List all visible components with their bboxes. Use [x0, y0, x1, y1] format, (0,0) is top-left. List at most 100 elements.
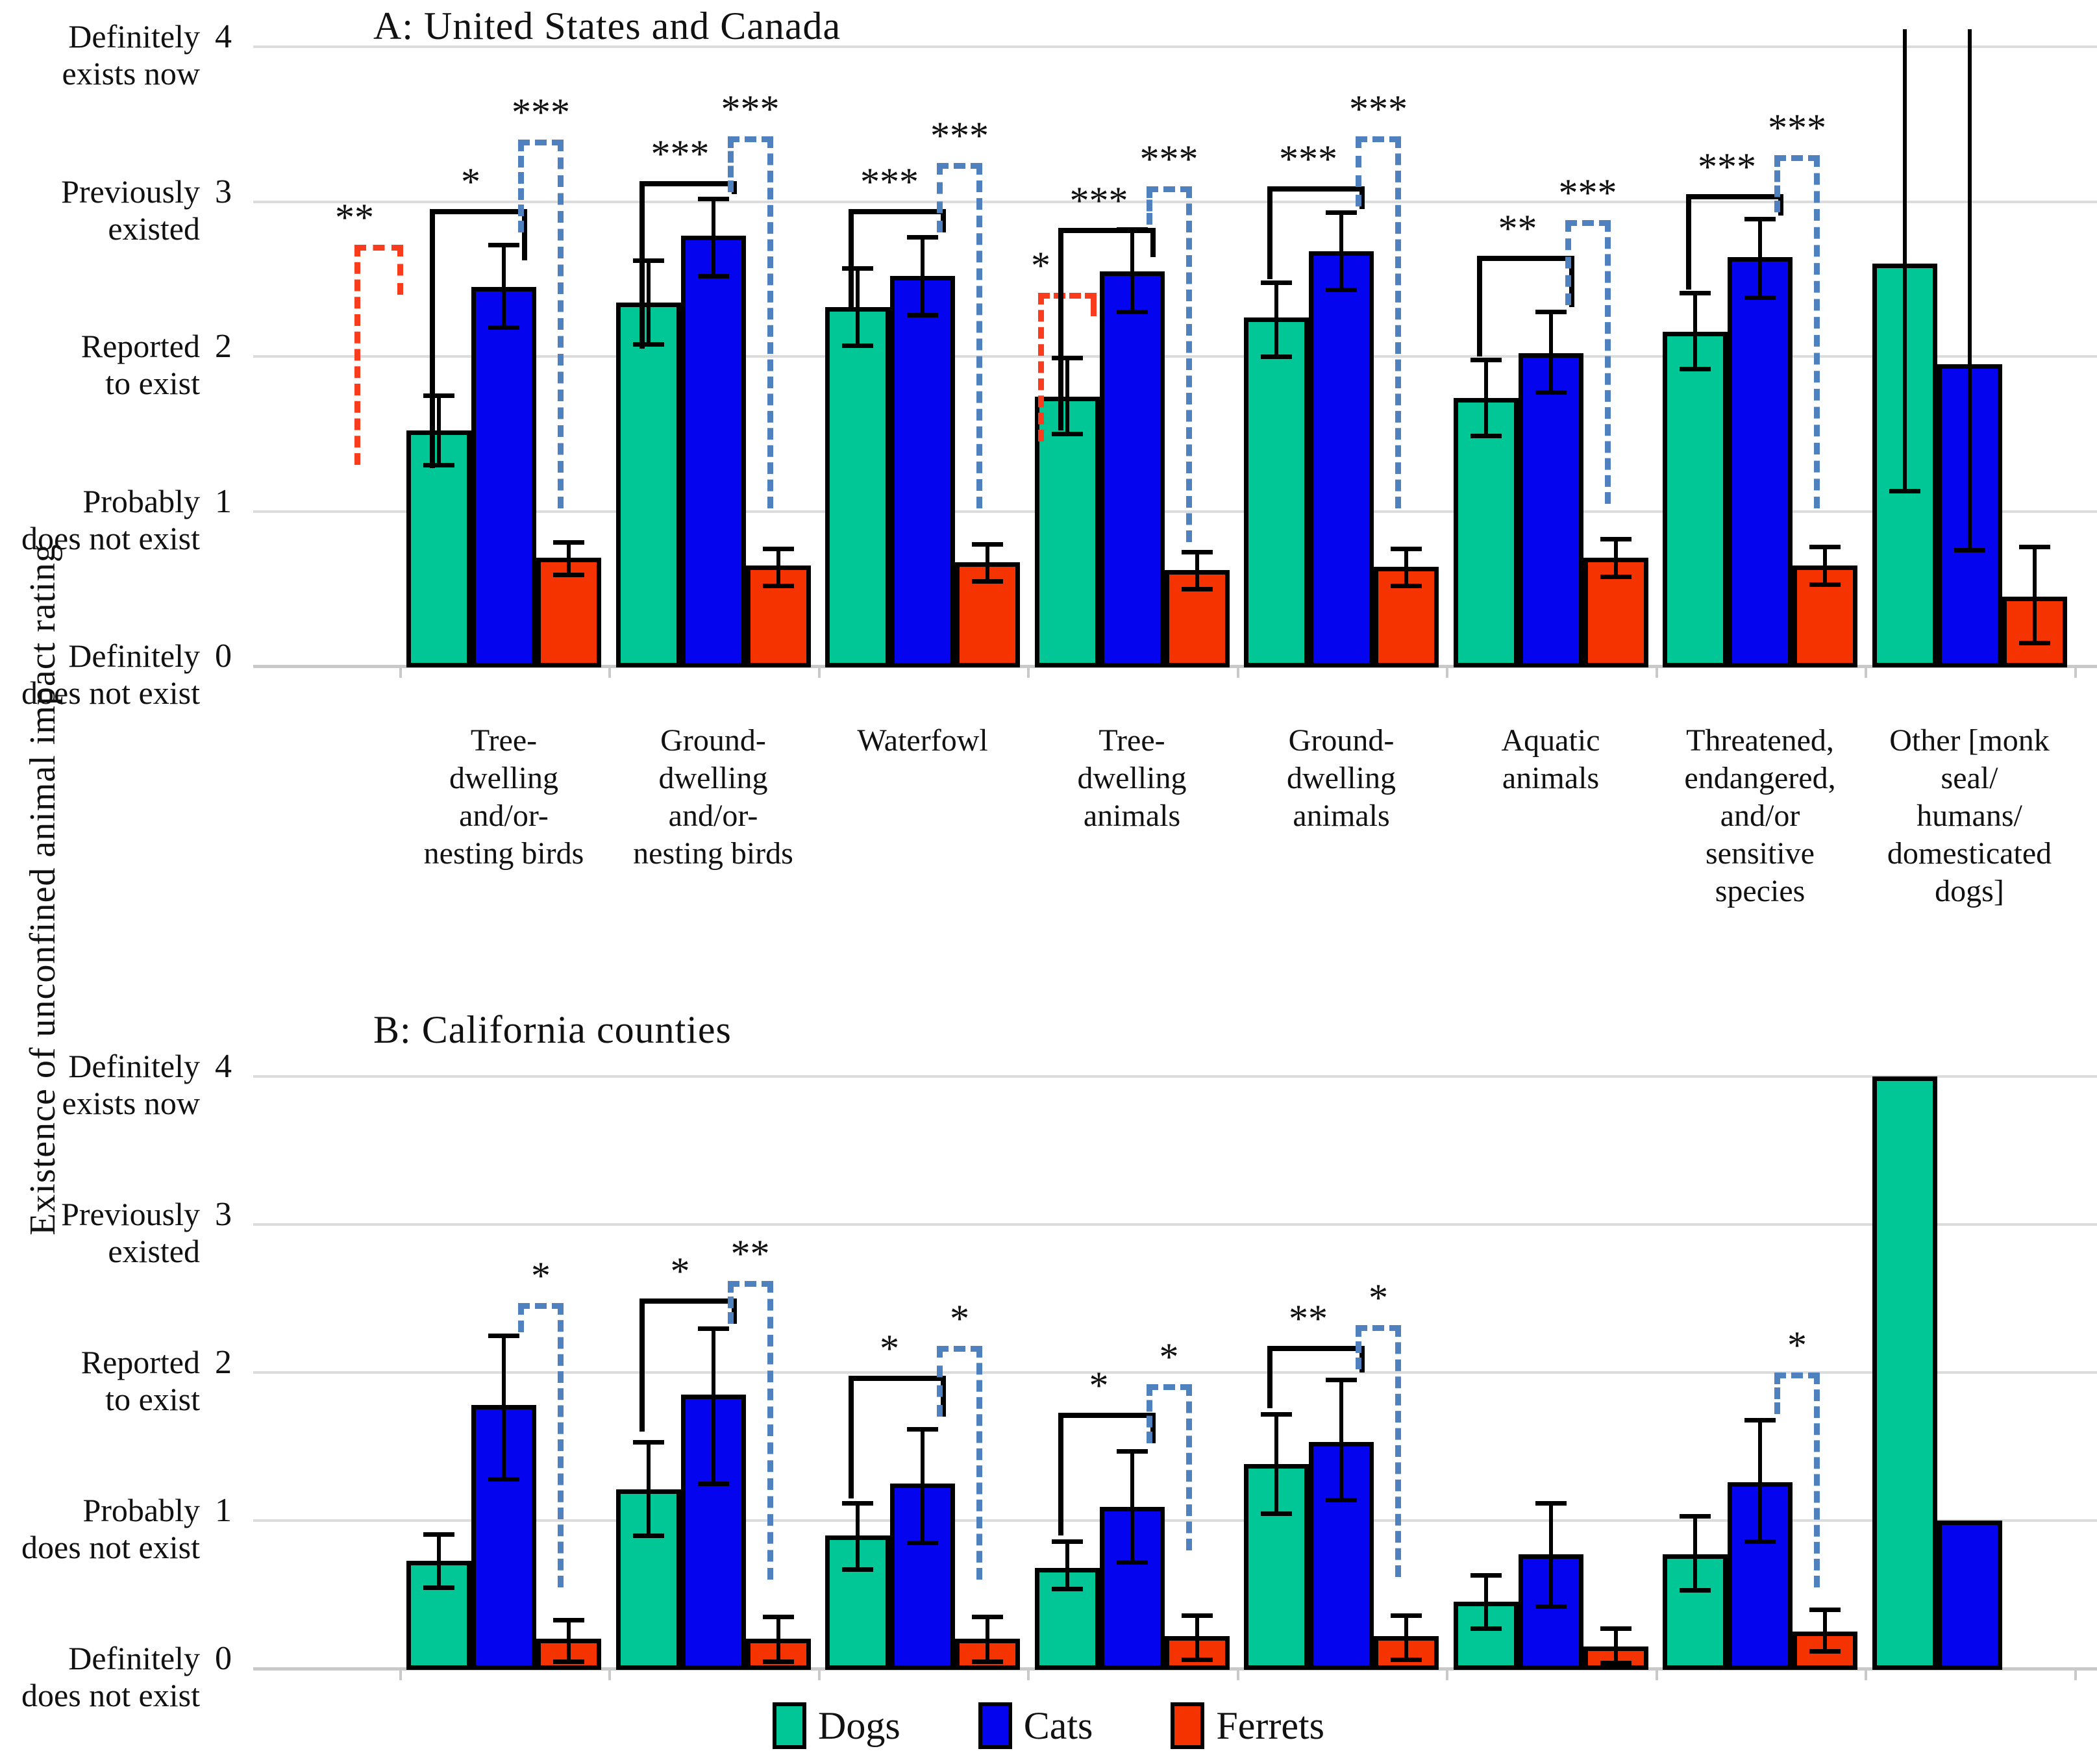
sig-bracket-A4-leg	[1090, 293, 1097, 316]
gridline-A-2	[253, 355, 2097, 358]
error-bar-cats-A3	[921, 237, 924, 315]
sig-label-A5: ***	[1349, 88, 1408, 131]
error-bar-ferrets-A3	[986, 543, 989, 581]
error-cap-top	[553, 540, 584, 545]
y-tick-B-0: Definitely does not exist 0	[18, 1640, 243, 1718]
sig-bracket-B4	[1058, 1412, 1156, 1418]
error-bar-dogs-A7	[1693, 293, 1697, 369]
error-bar-dogs-B3	[856, 1502, 860, 1570]
error-cap-bottom	[1051, 1586, 1083, 1591]
sig-bracket-B5-leg	[1395, 1325, 1401, 1577]
gridline-B-1	[253, 1519, 2097, 1522]
error-bar-ferrets-B5	[1404, 1615, 1408, 1660]
sig-bracket-A7-leg	[1774, 155, 1780, 213]
sig-label-A1: ***	[512, 91, 570, 134]
panel-b-title: B: California counties	[373, 1008, 732, 1051]
axis-boundary-tick	[817, 1669, 821, 1680]
error-cap-top	[1051, 1539, 1083, 1544]
sig-bracket-B4-leg	[1146, 1384, 1152, 1444]
legend: Dogs Cats Ferrets	[0, 1693, 2097, 1758]
error-cap-top	[553, 1617, 584, 1622]
sig-label-A6: **	[1498, 206, 1537, 250]
error-cap-bottom	[1889, 489, 1920, 494]
error-cap-bottom	[907, 312, 938, 317]
error-cap-top	[972, 1615, 1003, 1620]
sig-bracket-B3-leg	[976, 1345, 982, 1580]
sig-bracket-A3-leg	[849, 209, 854, 310]
error-cap-bottom	[1535, 390, 1567, 395]
error-cap-bottom	[1116, 309, 1148, 314]
legend-swatch-dogs	[773, 1702, 806, 1749]
y-tick-label: Reported to exist	[81, 328, 200, 401]
error-bar-dogs-B7	[1693, 1516, 1697, 1591]
error-cap-top	[842, 266, 873, 271]
error-cap-top	[632, 1440, 664, 1445]
x-category-label-3: Waterfowl	[857, 723, 988, 758]
error-bar-dogs-A4	[1065, 358, 1069, 434]
y-tick-A-3: Previously existed 3	[18, 173, 243, 251]
error-cap-bottom	[842, 343, 873, 349]
y-tick-value: 2	[215, 328, 232, 365]
error-cap-top	[1326, 1378, 1357, 1383]
error-bar-cats-A2	[711, 198, 715, 276]
error-cap-bottom	[488, 325, 519, 330]
y-tick-value: 3	[215, 1196, 232, 1233]
axis-boundary-tick	[608, 1669, 612, 1680]
error-cap-bottom	[1600, 574, 1632, 579]
legend-item-dogs: Dogs	[773, 1702, 900, 1749]
axis-boundary-tick	[399, 666, 402, 678]
error-cap-bottom	[1116, 1559, 1148, 1565]
error-cap-top	[1470, 1573, 1502, 1578]
error-cap-top	[423, 1532, 454, 1537]
sig-bracket-B4-leg	[1058, 1412, 1063, 1535]
error-bar-ferrets-A4	[1195, 551, 1199, 589]
error-cap-bottom	[1326, 288, 1357, 293]
sig-label-B1: *	[531, 1254, 551, 1297]
y-tick-value: 0	[215, 638, 232, 675]
error-cap-top	[1535, 1500, 1567, 1506]
error-bar-dogs-A8	[1902, 29, 1907, 491]
error-bar-cats-B2	[711, 1328, 715, 1484]
sig-bracket-B1-leg	[518, 1302, 524, 1333]
sig-bracket-A7-leg	[1778, 193, 1783, 216]
error-bar-dogs-B5	[1274, 1413, 1278, 1513]
error-bar-ferrets-B1	[567, 1619, 571, 1661]
error-cap-top	[1744, 1417, 1776, 1422]
y-tick-label: Probably does not exist	[21, 482, 200, 556]
sig-label-B5: *	[1369, 1276, 1388, 1320]
sig-label-B2: *	[670, 1250, 690, 1293]
error-cap-top	[1116, 1448, 1148, 1454]
error-cap-top	[1326, 210, 1357, 216]
sig-bracket-B2	[639, 1298, 737, 1304]
y-tick-A-2: Reported to exist 2	[18, 328, 243, 406]
error-cap-bottom	[1261, 1511, 1292, 1516]
error-cap-bottom	[1470, 1626, 1502, 1632]
error-bar-ferrets-A6	[1613, 539, 1618, 577]
y-tick-B-4: Definitely exists now 4	[18, 1048, 243, 1126]
sig-bracket-A5-leg	[1395, 136, 1401, 508]
sig-label-A1: **	[335, 196, 374, 240]
error-bar-ferrets-A1	[567, 542, 571, 575]
error-cap-bottom	[697, 1482, 729, 1486]
sig-bracket-A3-leg	[937, 162, 943, 233]
sig-bracket-B3-leg	[849, 1375, 854, 1498]
axis-boundary-tick	[2074, 1669, 2077, 1680]
error-cap-bottom	[632, 1533, 664, 1538]
axis-boundary-tick	[608, 666, 612, 678]
error-cap-bottom	[553, 573, 584, 578]
sig-bracket-A2-leg	[639, 181, 645, 349]
sig-bracket-A2-leg	[727, 136, 734, 193]
error-cap-top	[1391, 546, 1422, 551]
error-bar-dogs-A1	[437, 395, 441, 465]
error-bar-dogs-B1	[437, 1534, 441, 1587]
sig-label-B3: *	[880, 1326, 899, 1370]
y-tick-label: Definitely does not exist	[21, 638, 200, 711]
sig-bracket-A2-leg	[731, 181, 737, 194]
legend-swatch-cats	[978, 1702, 1012, 1749]
error-cap-top	[907, 235, 938, 240]
error-cap-bottom	[972, 578, 1003, 584]
error-bar-ferrets-B6	[1613, 1628, 1618, 1663]
error-cap-top	[972, 541, 1003, 547]
error-bar-cats-B1	[502, 1335, 506, 1480]
error-cap-bottom	[1391, 1658, 1422, 1663]
